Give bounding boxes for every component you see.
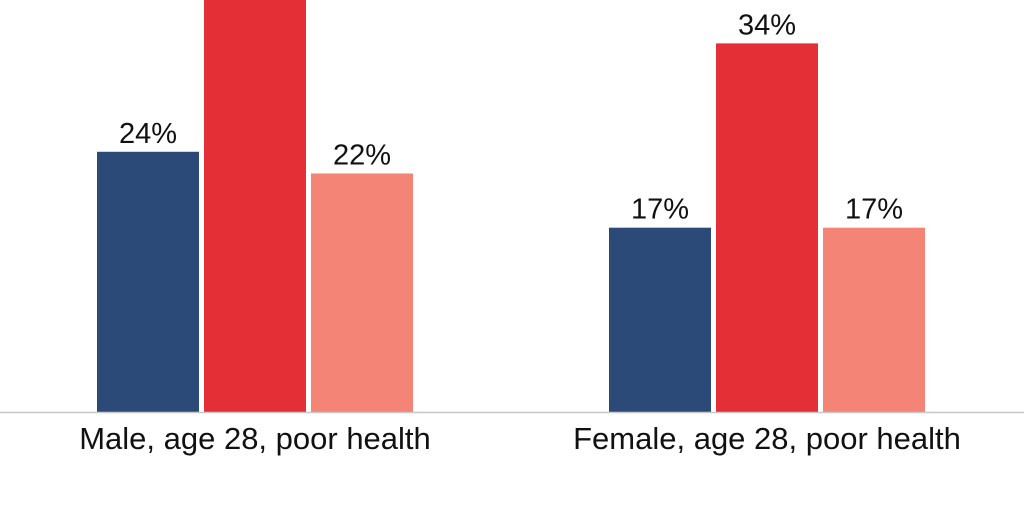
value-label: 22% [333,139,391,171]
bar [823,227,925,412]
value-label: 17% [845,194,903,226]
value-label: 17% [631,194,689,226]
x-tick-label: Female, age 28, poor health [573,421,961,456]
value-label: 34% [738,9,796,41]
bar [311,173,413,412]
bar [716,43,818,413]
x-tick-label: Male, age 28, poor health [79,421,431,456]
bar [97,151,199,412]
bar [204,0,306,412]
value-label: 24% [119,118,177,150]
bar [609,227,711,412]
